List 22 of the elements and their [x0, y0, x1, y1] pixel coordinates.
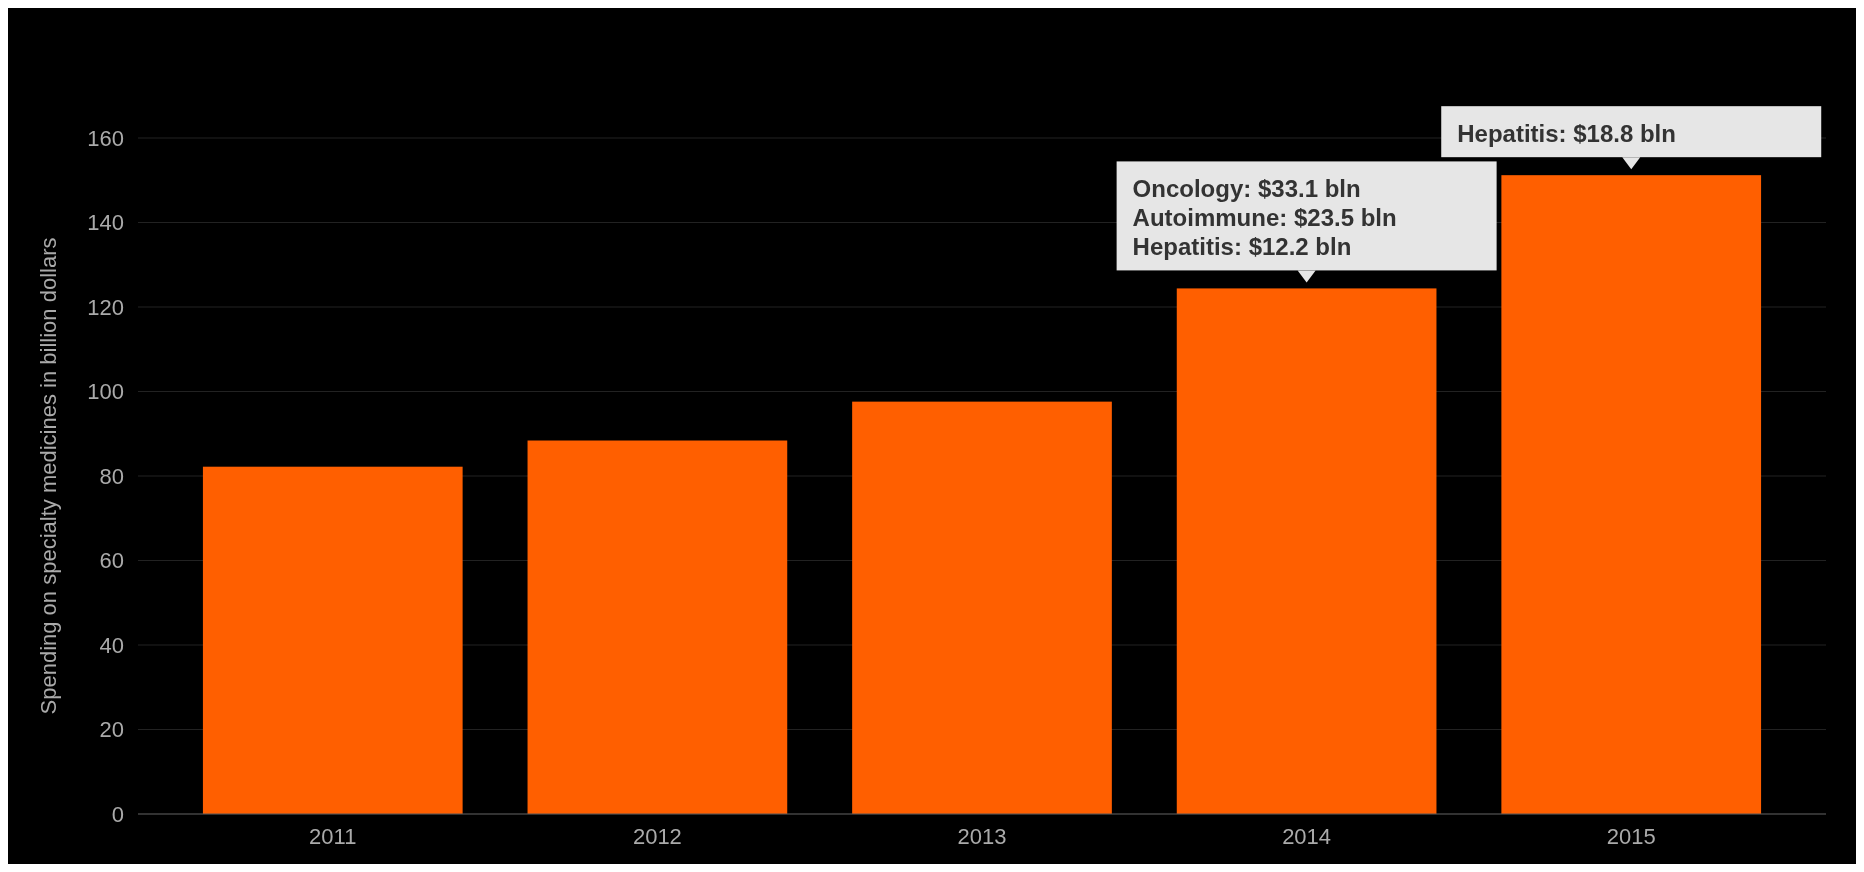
- y-tick-label: 120: [87, 294, 124, 320]
- bar: [1501, 175, 1762, 814]
- x-tick-label: 2015: [1606, 824, 1656, 849]
- bar: [852, 401, 1112, 814]
- x-tick-label: 2011: [309, 824, 357, 849]
- x-tick-label: 2012: [632, 824, 682, 849]
- x-tick-label: 2014: [1282, 824, 1332, 849]
- y-tick-label: 20: [99, 717, 124, 743]
- y-tick-label: 160: [87, 125, 124, 151]
- annotation: Oncology: $33.1 bln Autoimmune: $23.5 bln Hepatitis: $12.2 bln: [1132, 175, 1397, 261]
- bar: [202, 466, 463, 814]
- y-axis-title: Spending on specialty medicines in billion dollars: [36, 237, 61, 715]
- annotation: Hepatitis: $18.8 bln: [1457, 120, 1676, 148]
- y-tick-label: 0: [111, 801, 124, 827]
- y-tick-label: 80: [99, 463, 124, 489]
- bar: [527, 440, 788, 814]
- bar: [1176, 288, 1437, 814]
- y-tick-label: 100: [87, 379, 124, 405]
- y-tick-label: 140: [87, 210, 124, 236]
- y-tick-label: 40: [99, 632, 124, 658]
- x-tick-label: 2013: [957, 824, 1007, 849]
- y-tick-label: 60: [99, 548, 124, 574]
